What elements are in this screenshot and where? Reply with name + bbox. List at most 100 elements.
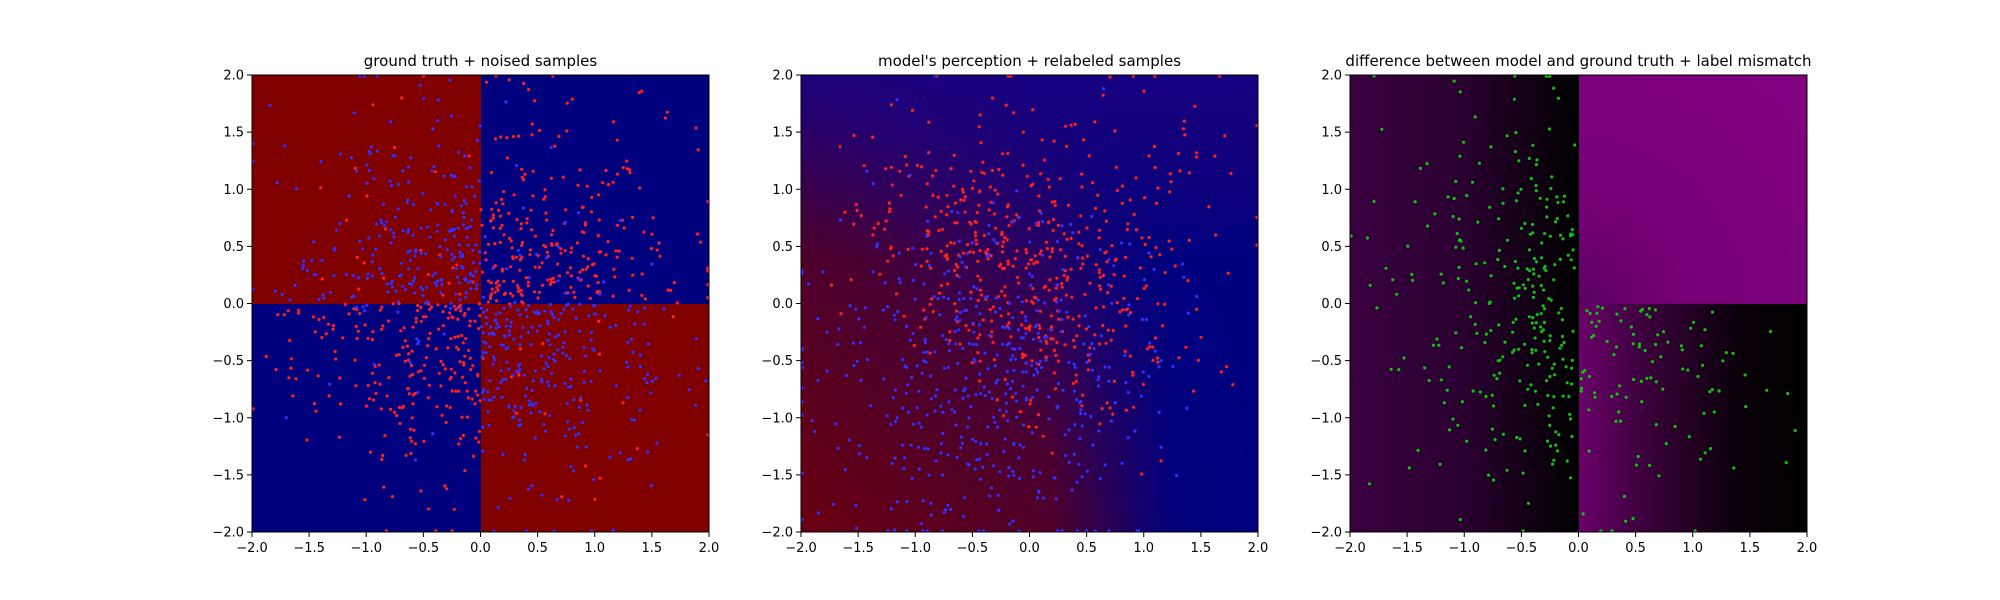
blue-point — [577, 405, 582, 409]
blue-point — [845, 373, 849, 378]
blue-point — [579, 396, 583, 400]
blue-point — [972, 285, 976, 289]
green-point — [1654, 380, 1658, 384]
red-point — [516, 283, 520, 288]
green-point — [1513, 150, 1517, 154]
x-tick-label: 0.5 — [527, 541, 548, 556]
blue-point — [925, 413, 929, 417]
blue-point — [544, 256, 549, 260]
blue-point — [943, 272, 947, 276]
blue-point — [328, 291, 333, 295]
red-point — [294, 377, 298, 381]
blue-point — [406, 165, 411, 169]
red-point — [583, 464, 588, 468]
red-point — [415, 309, 420, 313]
blue-point — [1133, 429, 1137, 433]
red-point — [1018, 410, 1023, 414]
blue-point — [1028, 240, 1032, 244]
blue-point — [1041, 220, 1045, 224]
blue-point — [821, 270, 825, 274]
red-point — [1012, 111, 1016, 115]
green-point — [1406, 244, 1410, 248]
green-point — [1474, 262, 1478, 266]
green-point — [1546, 393, 1550, 398]
blue-point — [643, 377, 647, 381]
red-point — [517, 373, 521, 377]
blue-point — [1005, 382, 1010, 386]
green-point — [1531, 143, 1535, 147]
red-point — [976, 336, 980, 340]
red-point — [696, 148, 700, 152]
red-point — [370, 338, 375, 342]
red-point — [319, 186, 323, 190]
blue-point — [591, 347, 595, 351]
blue-point — [883, 281, 887, 285]
green-point — [1492, 373, 1496, 377]
green-point — [1614, 345, 1619, 349]
green-point — [1459, 346, 1464, 350]
blue-point — [1041, 253, 1045, 257]
red-point — [615, 172, 620, 176]
red-point — [407, 352, 411, 356]
blue-point — [1060, 317, 1064, 322]
blue-point — [865, 456, 869, 460]
blue-point — [482, 397, 486, 401]
red-point — [931, 310, 935, 314]
blue-point — [650, 379, 655, 383]
blue-point — [332, 274, 336, 278]
blue-point — [535, 329, 539, 334]
blue-point — [1000, 342, 1005, 346]
red-point — [356, 329, 360, 333]
red-point — [672, 281, 676, 285]
red-point — [613, 275, 617, 279]
blue-point — [548, 343, 552, 347]
green-point — [1547, 127, 1552, 131]
red-point — [884, 167, 888, 171]
red-point — [979, 141, 983, 145]
green-point — [1566, 214, 1570, 218]
red-point — [1097, 268, 1102, 272]
blue-point — [450, 252, 454, 256]
blue-point — [450, 208, 454, 212]
red-point — [1039, 249, 1043, 253]
y-tick-label: −2.0 — [761, 526, 793, 541]
blue-point — [1085, 469, 1089, 473]
blue-point — [540, 493, 544, 497]
red-point — [952, 184, 956, 188]
blue-point — [491, 362, 495, 366]
blue-point — [939, 451, 943, 455]
red-point — [549, 277, 553, 281]
red-point — [1009, 335, 1013, 339]
red-point — [468, 324, 472, 328]
blue-point — [1110, 301, 1114, 305]
blue-point — [915, 364, 919, 368]
blue-point — [425, 225, 430, 229]
blue-point — [904, 391, 908, 395]
blue-point — [504, 347, 508, 351]
blue-point — [393, 215, 398, 219]
red-point — [403, 359, 407, 363]
red-point — [849, 278, 853, 282]
blue-point — [978, 372, 982, 376]
red-point — [433, 170, 437, 174]
red-point — [515, 218, 519, 222]
blue-point — [857, 444, 862, 448]
red-point — [1032, 295, 1037, 299]
blue-point — [953, 318, 958, 322]
blue-point — [1035, 361, 1039, 365]
blue-point — [542, 367, 546, 371]
blue-point — [933, 409, 937, 413]
blue-point — [1038, 359, 1042, 363]
red-point — [1168, 172, 1172, 176]
red-point — [498, 214, 502, 218]
red-point — [1114, 165, 1119, 169]
blue-point — [1120, 241, 1124, 245]
blue-point — [391, 154, 395, 158]
blue-point — [961, 346, 965, 350]
red-point — [454, 308, 458, 312]
red-point — [924, 205, 928, 209]
green-point — [1505, 238, 1510, 242]
red-point — [500, 197, 504, 201]
green-point — [1542, 266, 1546, 270]
